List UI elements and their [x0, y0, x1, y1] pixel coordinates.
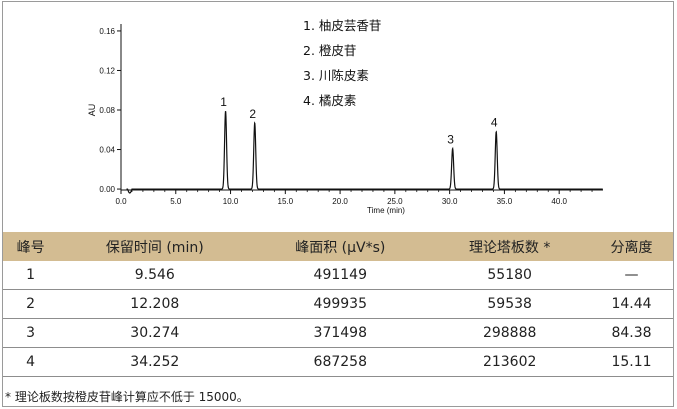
peak-label: 1 — [220, 95, 227, 109]
chromatogram-trace — [126, 110, 603, 194]
cell-retention-time: 9.546 — [58, 261, 252, 290]
y-tick-label: 0.00 — [99, 185, 115, 194]
cell-resolution: 15.11 — [590, 347, 673, 377]
cell-peak-area: 491149 — [251, 261, 430, 290]
x-tick-label: 40.0 — [551, 197, 567, 206]
cell-resolution: 84.38 — [590, 318, 673, 348]
y-tick-label: 0.04 — [99, 146, 115, 155]
cell-peak-no: 4 — [3, 347, 59, 377]
legend-entry: 3. 川陈皮素 — [303, 68, 369, 83]
x-tick-label: 35.0 — [497, 197, 513, 206]
results-table: 峰号 保留时间 (min) 峰面积 (µV*s) 理论塔板数 * 分离度 1 9… — [3, 232, 673, 377]
table-row: 3 30.274 371498 298888 84.38 — [3, 318, 673, 348]
cell-peak-no: 1 — [3, 261, 59, 290]
header-peak-area: 峰面积 (µV*s) — [251, 232, 430, 261]
cell-peak-area: 499935 — [251, 289, 430, 319]
table-footnote: * 理论板数按橙皮苷峰计算应不低于 15000。 — [5, 390, 249, 404]
x-tick-label: 0.0 — [115, 197, 127, 206]
header-resolution: 分离度 — [590, 232, 673, 261]
cell-retention-time: 12.208 — [58, 289, 252, 319]
table-row: 1 9.546 491149 55180 — — [3, 261, 673, 290]
peak-label: 3 — [447, 133, 454, 147]
peak-label: 2 — [249, 107, 256, 121]
table-row: 4 34.252 687258 213602 15.11 — [3, 347, 673, 377]
chromatogram-line — [126, 110, 603, 194]
cell-plate-number: 55180 — [429, 261, 591, 290]
peak-label: 4 — [491, 116, 498, 130]
chromatogram-chart: 0.00 0.04 0.08 0.12 0.16 0.0 5.0 10.0 15.0 20.0 25… — [87, 18, 603, 215]
y-tick-label: 0.16 — [99, 27, 115, 36]
y-tick-label: 0.12 — [99, 66, 115, 75]
y-tick-label: 0.08 — [99, 106, 115, 115]
x-tick-label: 10.0 — [223, 197, 239, 206]
header-retention-time: 保留时间 (min) — [58, 232, 252, 261]
cell-resolution: 14.44 — [590, 289, 673, 319]
cell-peak-no: 3 — [3, 318, 59, 348]
cell-retention-time: 30.274 — [58, 318, 252, 348]
x-axis-title: Time (min) — [367, 206, 405, 215]
chart-axes: 0.00 0.04 0.08 0.12 0.16 0.0 5.0 10.0 15.0 20.0 25… — [87, 24, 603, 215]
cell-peak-area: 371498 — [251, 318, 430, 348]
cell-retention-time: 34.252 — [58, 347, 252, 377]
header-peak-no: 峰号 — [3, 232, 59, 261]
cell-peak-area: 687258 — [251, 347, 430, 377]
legend-entry: 4. 橘皮素 — [303, 93, 356, 108]
x-tick-label: 30.0 — [442, 197, 458, 206]
compound-legend: 1. 柚皮芸香苷 2. 橙皮苷 3. 川陈皮素 4. 橘皮素 — [303, 18, 381, 108]
cell-plate-number: 59538 — [429, 289, 591, 319]
peak-labels: 1 2 3 4 — [220, 95, 498, 147]
x-tick-label: 5.0 — [170, 197, 182, 206]
x-tick-label: 15.0 — [278, 197, 294, 206]
header-plate-number: 理论塔板数 * — [429, 232, 591, 261]
cell-peak-no: 2 — [3, 289, 59, 319]
y-axis-title: AU — [87, 104, 97, 117]
cell-plate-number: 213602 — [429, 347, 591, 377]
table-header-row: 峰号 保留时间 (min) 峰面积 (µV*s) 理论塔板数 * 分离度 — [3, 232, 673, 261]
cell-resolution: — — [590, 261, 673, 290]
legend-entry: 2. 橙皮苷 — [303, 43, 356, 58]
legend-entry: 1. 柚皮芸香苷 — [303, 18, 381, 33]
x-tick-label: 25.0 — [387, 197, 403, 206]
cell-plate-number: 298888 — [429, 318, 591, 348]
x-tick-label: 20.0 — [332, 197, 348, 206]
table-row: 2 12.208 499935 59538 14.44 — [3, 289, 673, 319]
